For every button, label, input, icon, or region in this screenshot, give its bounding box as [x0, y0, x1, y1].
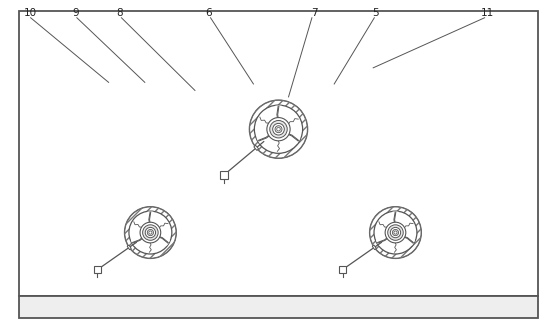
- Circle shape: [273, 123, 284, 135]
- Circle shape: [394, 231, 397, 234]
- Polygon shape: [19, 296, 538, 318]
- Polygon shape: [400, 235, 414, 245]
- Polygon shape: [257, 131, 273, 143]
- Text: 5: 5: [373, 8, 379, 18]
- Polygon shape: [372, 245, 377, 250]
- Text: 6: 6: [206, 8, 212, 18]
- Polygon shape: [127, 245, 131, 250]
- Circle shape: [277, 128, 280, 131]
- Polygon shape: [131, 235, 146, 245]
- Polygon shape: [219, 171, 228, 179]
- Circle shape: [390, 227, 400, 238]
- Circle shape: [129, 211, 172, 254]
- Circle shape: [147, 229, 154, 236]
- Circle shape: [140, 222, 161, 243]
- Circle shape: [267, 118, 290, 141]
- Polygon shape: [393, 212, 398, 227]
- Circle shape: [270, 120, 287, 138]
- Polygon shape: [94, 266, 101, 274]
- Text: 9: 9: [72, 8, 79, 18]
- Circle shape: [149, 231, 152, 234]
- Text: 10: 10: [24, 8, 37, 18]
- Circle shape: [374, 211, 417, 254]
- Text: 8: 8: [116, 8, 123, 18]
- Circle shape: [255, 105, 302, 153]
- Text: 7: 7: [311, 8, 318, 18]
- Polygon shape: [254, 145, 258, 151]
- Polygon shape: [284, 131, 300, 143]
- Polygon shape: [377, 235, 391, 245]
- Polygon shape: [275, 106, 282, 123]
- Circle shape: [385, 222, 406, 243]
- Circle shape: [275, 126, 282, 133]
- Polygon shape: [155, 235, 169, 245]
- Circle shape: [388, 225, 403, 240]
- Circle shape: [250, 100, 307, 158]
- Circle shape: [125, 207, 176, 258]
- Circle shape: [143, 225, 158, 240]
- Circle shape: [392, 229, 399, 236]
- Circle shape: [145, 227, 155, 238]
- Polygon shape: [148, 212, 153, 227]
- Polygon shape: [339, 266, 346, 274]
- Text: 11: 11: [481, 8, 494, 18]
- Circle shape: [370, 207, 421, 258]
